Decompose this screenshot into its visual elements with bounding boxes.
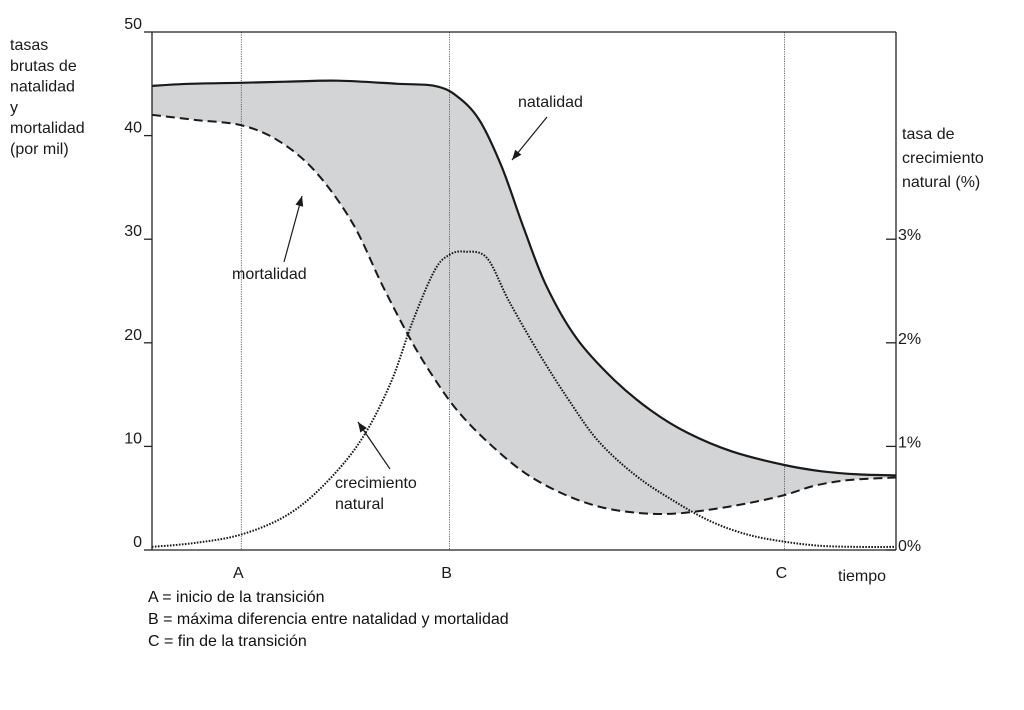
left-tick-label: 50: [124, 16, 142, 33]
left-axis-label: tasas brutas de natalidad y mortalidad (por m…: [10, 37, 85, 158]
right-tick-label: 3%: [898, 227, 921, 244]
right-tick-label: 2%: [898, 331, 921, 348]
left-tick-label: 30: [124, 223, 142, 240]
right-tick-label: 0%: [898, 538, 921, 555]
legend-item-a: A = inicio de la transición: [148, 589, 325, 606]
left-tick-label: 40: [124, 120, 142, 137]
legend-item-c: C = fin de la transición: [148, 633, 307, 650]
legend: A = inicio de la transición B = máxima d…: [148, 587, 509, 653]
annotation-arrow-head: [512, 149, 522, 160]
x-tick-label-a: A: [233, 565, 244, 582]
annotation-natalidad: natalidad: [518, 94, 583, 111]
left-tick-label: 10: [124, 430, 142, 447]
left-tick-label: 20: [124, 327, 142, 344]
right-tick-label: 1%: [898, 434, 921, 451]
x-axis-label: tiempo: [838, 568, 886, 585]
series-line-mortalidad: [151, 113, 897, 515]
annotation-crecimiento-natural: crecimiento natural: [335, 475, 417, 513]
series-line-crecimiento-natural: [151, 250, 897, 548]
left-tick-label: 0: [133, 534, 142, 551]
right-axis-label: tasa de crecimiento natural (%): [902, 126, 984, 191]
annotation-mortalidad: mortalidad: [232, 266, 307, 283]
annotation-arrow-line: [283, 195, 303, 263]
shaded-area-natural-increase: [152, 80, 896, 514]
annotation-arrow-head: [295, 196, 304, 207]
annotation-arrow-head: [358, 422, 367, 433]
x-tick-label-c: C: [776, 565, 788, 582]
series-line-natalidad: [151, 79, 897, 477]
x-tick-label-b: B: [441, 565, 452, 582]
legend-item-b: B = máxima diferencia entre natalidad y …: [148, 611, 509, 628]
